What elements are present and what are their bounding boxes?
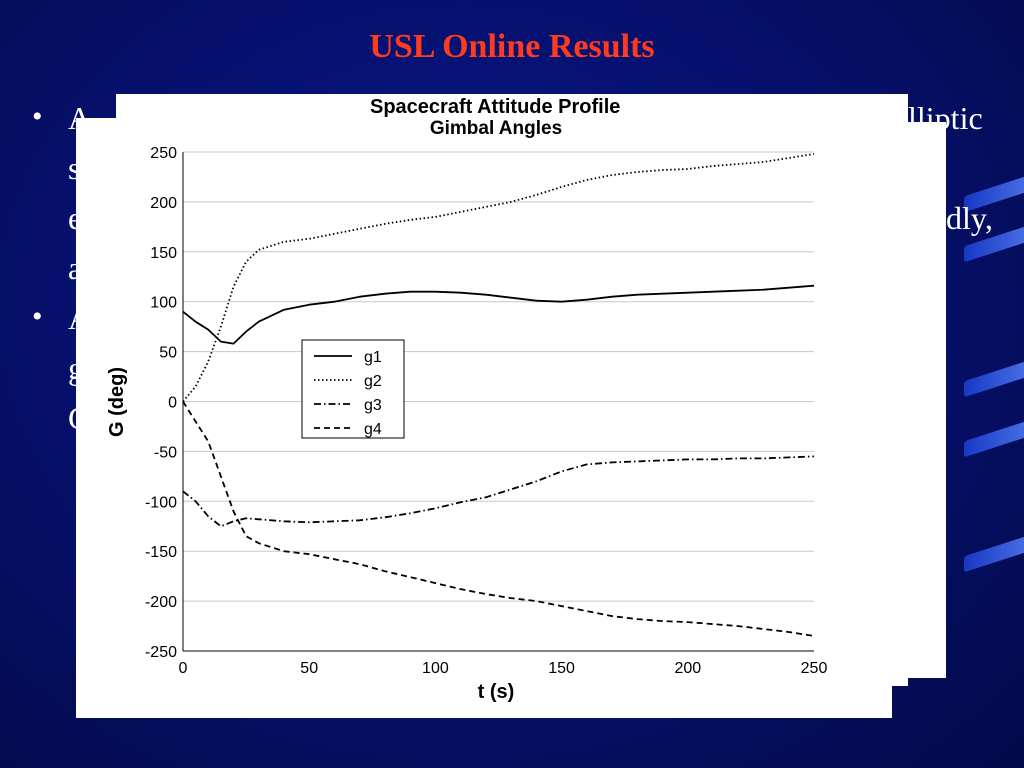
series-line-g4: [182, 401, 815, 637]
y-tick-label: 50: [159, 345, 177, 362]
x-axis-label: t (s): [478, 681, 515, 703]
series-lines: [182, 153, 815, 637]
y-tick-label: 150: [150, 245, 177, 262]
series-line-g3: [182, 455, 815, 528]
series-line-g1: [182, 284, 815, 345]
y-tick-label: 200: [150, 195, 177, 212]
x-tick-label: 0: [179, 660, 188, 677]
legend-label-g2: g2: [364, 373, 382, 390]
bullet-trailing-text: dly,: [946, 200, 993, 236]
chart-title: Gimbal Angles: [430, 118, 562, 139]
background-stripe: [964, 533, 1024, 573]
back-figure-title: Spacecraft Attitude Profile: [370, 96, 621, 118]
y-tick-label: -100: [145, 494, 177, 511]
gimbal-angles-chart: Gimbal Angles 250 200 150 100 50 0 -50 -100 -150…: [106, 118, 827, 703]
y-axis-label: G (deg): [106, 367, 128, 437]
legend-label-g3: g3: [364, 397, 382, 414]
y-tick-label: -150: [145, 544, 177, 561]
x-tick-label: 250: [801, 660, 828, 677]
legend-label-g1: g1: [364, 349, 382, 366]
grid: [183, 151, 814, 652]
y-tick-label: -250: [145, 644, 177, 661]
y-tick-label: -50: [154, 444, 177, 461]
background-stripe: [964, 358, 1024, 398]
x-tick-label: 200: [674, 660, 701, 677]
bullet-marker: •: [32, 300, 43, 333]
y-tick-label: 0: [168, 395, 177, 412]
x-tick-label: 50: [300, 660, 318, 677]
series-line-g2: [182, 153, 815, 403]
y-tick-label: 100: [150, 295, 177, 312]
y-tick-label: 250: [150, 145, 177, 162]
slide-title: USL Online Results: [369, 28, 655, 65]
x-tick-label: 100: [422, 660, 449, 677]
bullet-marker: •: [32, 100, 43, 133]
x-tick-label: 150: [548, 660, 575, 677]
legend-label-g4: g4: [364, 421, 382, 438]
legend-box: [301, 339, 405, 439]
y-tick-label: -200: [145, 594, 177, 611]
background-stripe: [964, 418, 1024, 458]
chart-panel: [76, 118, 892, 718]
legend: g1 g2 g3 g4: [301, 339, 405, 439]
